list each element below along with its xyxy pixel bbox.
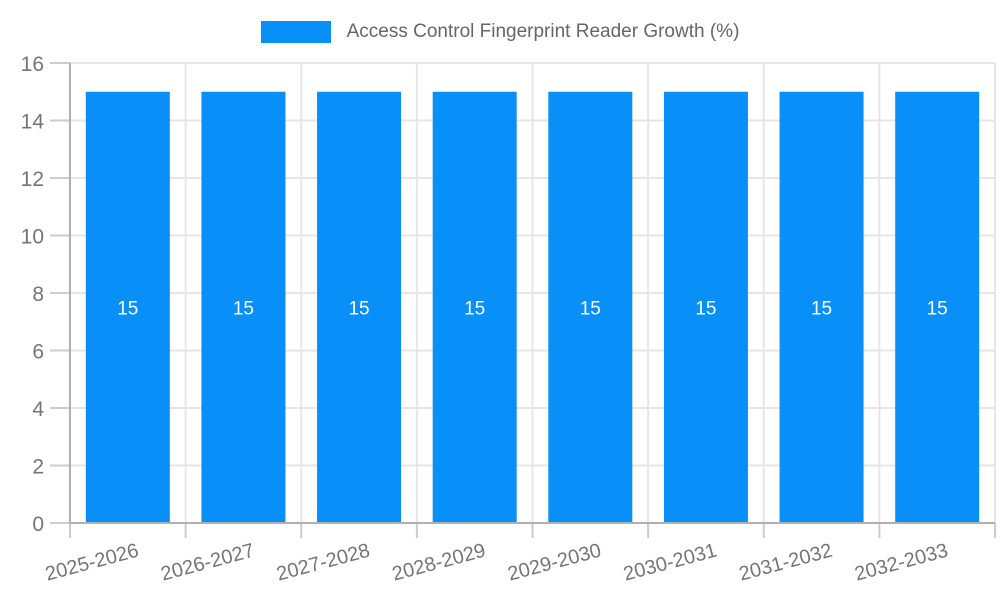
bar-value-label: 15 [927,298,948,319]
bar-value-label: 15 [117,298,138,319]
y-axis-tick-label: 0 [32,513,44,536]
y-axis-tick-label: 6 [32,341,44,364]
x-axis-tick-label: 2026-2027 [159,540,257,586]
bar [779,91,864,523]
y-axis-tick-label: 2 [32,456,44,479]
bar [548,91,633,523]
x-axis-tick-label: 2032-2033 [852,540,950,586]
bar-value-label: 15 [464,298,485,319]
bar [432,91,517,523]
y-axis-tick-label: 12 [21,168,44,191]
bar [317,91,402,523]
x-axis-tick-label: 2028-2029 [390,540,488,586]
bar-value-label: 15 [348,298,369,319]
bar-value-label: 15 [233,298,254,319]
y-axis-tick-label: 14 [21,111,45,134]
x-axis-tick-label: 2025-2026 [43,540,141,586]
x-axis-tick-label: 2027-2028 [274,540,372,586]
y-axis-tick-label: 16 [21,53,44,76]
y-axis-tick-label: 4 [32,398,44,421]
x-axis-tick-label: 2029-2030 [506,540,604,586]
bar [85,91,170,523]
bar-value-label: 15 [580,298,601,319]
bar-value-label: 15 [695,298,716,319]
x-axis-tick-label: 2031-2032 [737,540,835,586]
bar-value-label: 15 [811,298,832,319]
bar [663,91,748,523]
x-axis-tick-label: 2030-2031 [621,540,719,586]
y-axis-tick-label: 10 [21,226,44,249]
bar [895,91,980,523]
bar [201,91,286,523]
y-axis-tick-label: 8 [32,283,44,306]
